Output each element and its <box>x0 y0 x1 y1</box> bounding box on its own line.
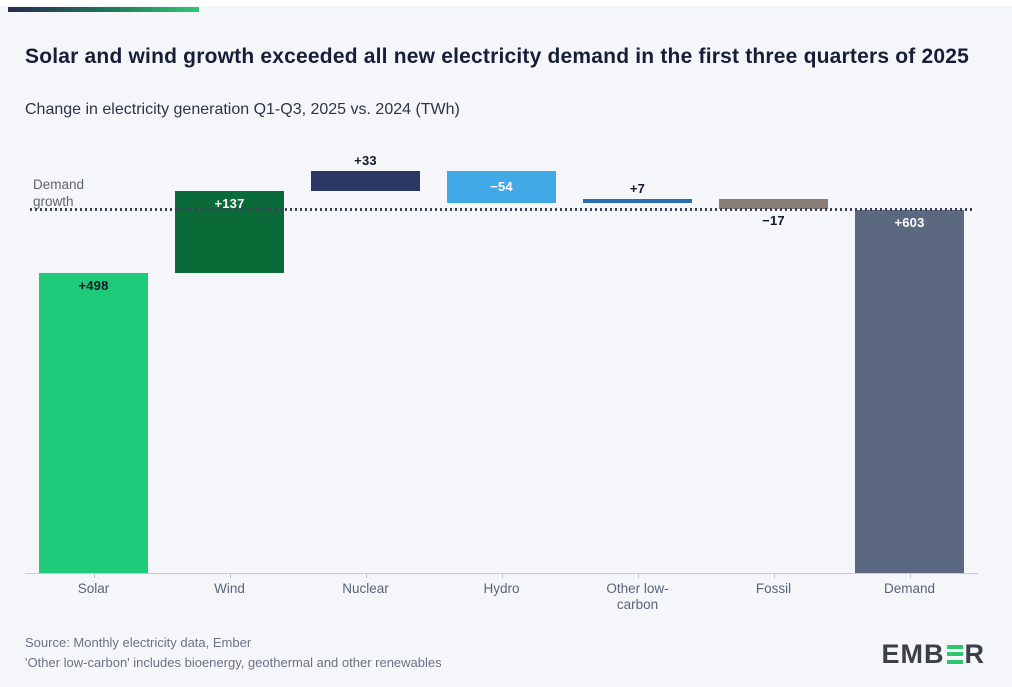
bar-hydro <box>447 170 556 204</box>
axis-label-hydro: Hydro <box>483 581 520 596</box>
axis-label-demand: Demand <box>883 581 936 596</box>
axis-tick-demand <box>909 574 911 578</box>
axis-label-wind: Wind <box>214 581 245 596</box>
axis-label-other-low-carbon: Other low-carbon <box>606 581 669 612</box>
axis-tick-nuclear <box>365 574 367 578</box>
axis-label-fossil: Fossil <box>755 581 792 596</box>
logo-green-e-icon <box>946 644 963 664</box>
chart-subtitle: Change in electricity generation Q1-Q3, … <box>25 101 460 118</box>
axis-tick-other-low-carbon <box>637 574 639 578</box>
demand-growth-dotted-line <box>30 208 972 211</box>
axis-tick-fossil <box>773 574 775 578</box>
x-axis-line <box>25 573 978 574</box>
bar-other-low-carbon <box>583 199 692 204</box>
ember-logo: EMB R <box>881 638 986 669</box>
other-low-carbon-note: 'Other low-carbon' includes bioenergy, g… <box>25 655 442 670</box>
bar-demand <box>855 210 964 573</box>
bar-value-solar: +498 <box>78 278 109 294</box>
logo-text-suffix: R <box>964 638 985 669</box>
bar-value-fossil: −17 <box>762 213 785 229</box>
axis-label-nuclear: Nuclear <box>342 581 389 596</box>
bar-value-other-low-carbon: +7 <box>629 181 646 197</box>
bar-value-wind: +137 <box>214 195 245 211</box>
bar-wind <box>175 190 284 274</box>
logo-text-prefix: EMB <box>881 638 945 669</box>
bar-fossil <box>719 199 828 210</box>
source-note: Source: Monthly electricity data, Ember <box>25 635 252 650</box>
bar-value-nuclear: +33 <box>354 152 377 168</box>
chart-title: Solar and wind growth exceeded all new e… <box>25 45 970 69</box>
footer: Source: Monthly electricity data, Ember … <box>25 633 442 673</box>
axis-tick-solar <box>93 574 95 578</box>
bar-nuclear <box>311 170 420 191</box>
bar-solar <box>39 273 148 573</box>
demand-growth-annotation: Demand growth <box>33 177 85 209</box>
bar-value-hydro: −54 <box>490 179 513 195</box>
axis-tick-hydro <box>501 574 503 578</box>
top-strip <box>0 0 1012 6</box>
brand-gradient-bar <box>8 7 199 12</box>
bar-value-demand: +603 <box>894 215 925 230</box>
axis-label-solar: Solar <box>77 581 110 596</box>
axis-tick-wind <box>229 574 231 578</box>
